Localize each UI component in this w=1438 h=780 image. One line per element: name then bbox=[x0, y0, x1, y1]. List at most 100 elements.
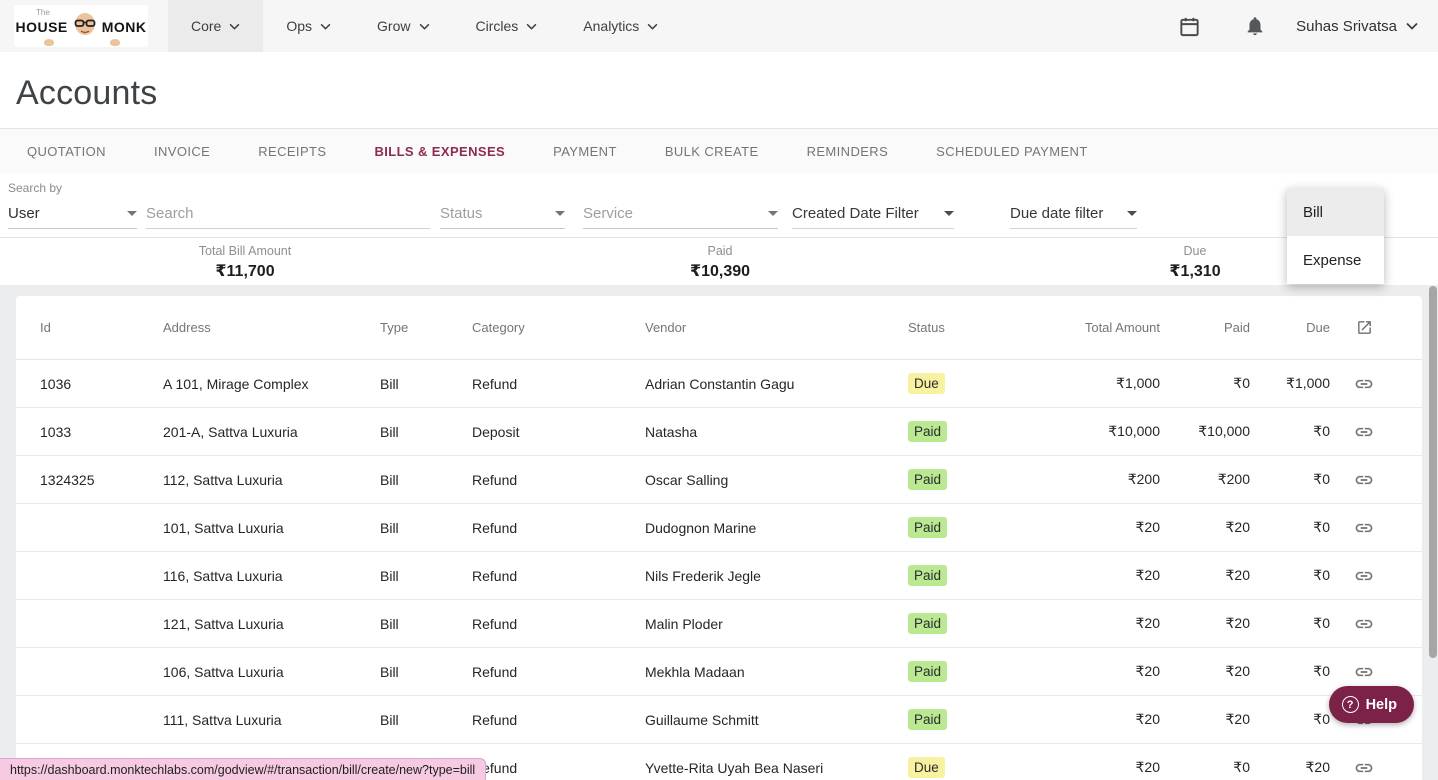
table-row[interactable]: 1324325 112, Sattva Luxuria Bill Refund … bbox=[16, 456, 1422, 504]
status-badge: Paid bbox=[908, 565, 948, 586]
filters-section: Search by User Status Service Created Da… bbox=[0, 173, 1438, 238]
summary-value: ₹11,700 bbox=[215, 263, 275, 280]
tab[interactable]: REMINDERS bbox=[783, 144, 913, 159]
column-header-category: Category bbox=[472, 320, 525, 335]
summary-label: Paid bbox=[707, 244, 733, 258]
bills-table-card: Id Address Type Category Vendor Status T… bbox=[16, 296, 1422, 780]
title-section: Accounts bbox=[0, 52, 1438, 128]
table-row[interactable]: 1036 A 101, Mirage Complex Bill Refund A… bbox=[16, 360, 1422, 408]
tab[interactable]: BULK CREATE bbox=[641, 144, 783, 159]
column-header-status: Status bbox=[908, 320, 945, 335]
cell-paid: ₹20 bbox=[1225, 615, 1250, 631]
due-date-filter[interactable]: Due date filter bbox=[1010, 199, 1137, 229]
user-account-menu[interactable]: Suhas Srivatsa bbox=[1296, 18, 1418, 35]
nav-item-label: Analytics bbox=[583, 18, 640, 34]
nav-item[interactable]: Circles bbox=[453, 0, 561, 52]
cell-paid: ₹20 bbox=[1225, 711, 1250, 727]
type-menu-item[interactable]: Bill bbox=[1287, 188, 1384, 236]
summary-item: Due ₹1,310 bbox=[1169, 244, 1220, 281]
status-badge: Paid bbox=[908, 613, 948, 634]
cell-total-amount: ₹1,000 bbox=[1116, 375, 1160, 391]
cell-due: ₹0 bbox=[1313, 471, 1330, 487]
tab[interactable]: PAYMENT bbox=[529, 144, 641, 159]
page-title: Accounts bbox=[16, 74, 158, 112]
cell-due: ₹1,000 bbox=[1286, 375, 1330, 391]
search-by-select[interactable]: User bbox=[8, 199, 137, 229]
monk-face-icon bbox=[71, 11, 99, 44]
logo-house-text: HOUSE bbox=[15, 19, 68, 35]
nav-item[interactable]: Core bbox=[168, 0, 264, 52]
tab[interactable]: INVOICE bbox=[130, 144, 234, 159]
due-date-filter-label: Due date filter bbox=[1010, 205, 1104, 222]
search-input[interactable] bbox=[146, 199, 430, 229]
created-date-filter[interactable]: Created Date Filter bbox=[792, 199, 954, 229]
nav-item[interactable]: Ops bbox=[263, 0, 354, 52]
monk-hand-icon bbox=[44, 39, 54, 46]
link-icon[interactable] bbox=[1330, 470, 1398, 490]
cell-category: Refund bbox=[472, 663, 518, 680]
cell-total-amount: ₹20 bbox=[1135, 567, 1160, 583]
cell-due: ₹0 bbox=[1313, 567, 1330, 583]
status-badge: Paid bbox=[908, 421, 948, 442]
summary-value: ₹1,310 bbox=[1169, 263, 1221, 280]
link-icon[interactable] bbox=[1330, 758, 1398, 778]
cell-vendor: Malin Ploder bbox=[645, 615, 723, 632]
calendar-icon[interactable] bbox=[1176, 13, 1202, 39]
column-header-type: Type bbox=[380, 320, 409, 335]
notifications-bell-icon[interactable] bbox=[1242, 13, 1268, 39]
tab[interactable]: RECEIPTS bbox=[234, 144, 350, 159]
status-filter-select[interactable]: Status bbox=[440, 199, 565, 229]
cell-category: Deposit bbox=[472, 423, 520, 440]
vertical-scrollbar[interactable] bbox=[1429, 286, 1437, 658]
main-nav-menu: Core Ops Grow Circles Analytics bbox=[168, 0, 681, 52]
status-bar-url: https://dashboard.monktechlabs.com/godvi… bbox=[10, 762, 476, 777]
cell-total-amount: ₹20 bbox=[1135, 615, 1160, 631]
app-logo[interactable]: The HOUSE MONK bbox=[14, 5, 148, 47]
link-icon[interactable] bbox=[1330, 614, 1398, 634]
export-icon[interactable] bbox=[1330, 319, 1398, 336]
cell-vendor: Mekhla Madaan bbox=[645, 663, 745, 680]
table-row[interactable]: 121, Sattva Luxuria Bill Refund Malin Pl… bbox=[16, 600, 1422, 648]
tab[interactable]: SCHEDULED PAYMENT bbox=[912, 144, 1112, 159]
table-row[interactable]: 1033 201-A, Sattva Luxuria Bill Deposit … bbox=[16, 408, 1422, 456]
service-placeholder: Service bbox=[583, 205, 634, 222]
table-row[interactable]: 111, Sattva Luxuria Bill Refund Guillaum… bbox=[16, 696, 1422, 744]
link-icon[interactable] bbox=[1330, 566, 1398, 586]
cell-type: Bill bbox=[380, 567, 399, 584]
table-row[interactable]: 101, Sattva Luxuria Bill Refund Dudognon… bbox=[16, 504, 1422, 552]
link-icon[interactable] bbox=[1330, 422, 1398, 442]
nav-item[interactable]: Grow bbox=[354, 0, 452, 52]
status-badge: Due bbox=[908, 373, 945, 394]
status-badge: Paid bbox=[908, 661, 948, 682]
cell-paid: ₹200 bbox=[1217, 471, 1250, 487]
help-button[interactable]: ? Help bbox=[1328, 686, 1414, 723]
dropdown-arrow-icon bbox=[944, 211, 954, 216]
cell-category: Refund bbox=[472, 375, 518, 392]
service-filter-select[interactable]: Service bbox=[583, 199, 778, 229]
table-row[interactable]: Refund Yvette-Rita Uyah Bea Naseri Due ₹… bbox=[16, 744, 1422, 780]
cell-category: Refund bbox=[472, 471, 518, 488]
monk-hand-icon bbox=[110, 39, 120, 46]
cell-due: ₹0 bbox=[1313, 615, 1330, 631]
tab-label: REMINDERS bbox=[806, 143, 889, 159]
dropdown-arrow-icon bbox=[127, 211, 137, 216]
table-row[interactable]: 116, Sattva Luxuria Bill Refund Nils Fre… bbox=[16, 552, 1422, 600]
top-navbar: The HOUSE MONK Core Ops Grow bbox=[0, 0, 1438, 52]
nav-item[interactable]: Analytics bbox=[560, 0, 681, 52]
tab-label: INVOICE bbox=[153, 143, 211, 159]
tab[interactable]: BILLS & EXPENSES bbox=[350, 144, 529, 159]
cell-id: 1033 bbox=[40, 423, 72, 440]
column-header-total-amount: Total Amount bbox=[1084, 320, 1160, 335]
link-icon[interactable] bbox=[1330, 518, 1398, 538]
column-header-address: Address bbox=[163, 320, 211, 335]
status-badge: Due bbox=[908, 757, 945, 778]
cell-vendor: Guillaume Schmitt bbox=[645, 711, 759, 728]
summary-label: Total Bill Amount bbox=[198, 244, 292, 258]
cell-category: Refund bbox=[472, 759, 518, 776]
nav-item-label: Core bbox=[191, 18, 222, 34]
link-icon[interactable] bbox=[1330, 374, 1398, 394]
link-icon[interactable] bbox=[1330, 662, 1398, 682]
type-menu-item[interactable]: Expense bbox=[1287, 236, 1384, 284]
tab[interactable]: QUOTATION bbox=[3, 144, 130, 159]
table-row[interactable]: 106, Sattva Luxuria Bill Refund Mekhla M… bbox=[16, 648, 1422, 696]
